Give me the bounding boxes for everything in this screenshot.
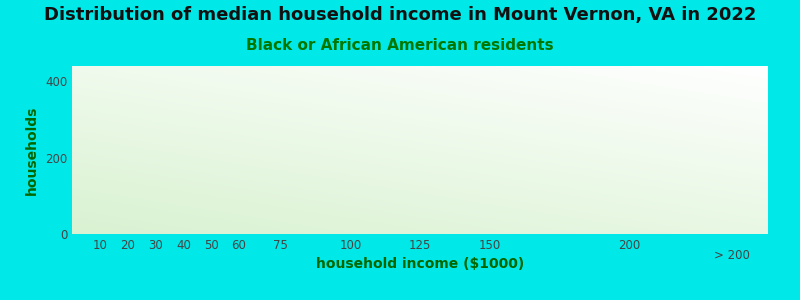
Bar <box>211 232 238 234</box>
Bar <box>156 164 183 234</box>
Bar <box>421 209 489 234</box>
Bar <box>72 230 99 234</box>
Text: Black or African American residents: Black or African American residents <box>246 38 554 52</box>
Bar <box>699 123 767 234</box>
Bar <box>282 215 350 234</box>
X-axis label: household income ($1000): household income ($1000) <box>316 257 524 272</box>
Text: Distribution of median household income in Mount Vernon, VA in 2022: Distribution of median household income … <box>44 6 756 24</box>
Bar <box>492 188 696 234</box>
Bar <box>128 232 155 234</box>
Bar <box>184 224 211 234</box>
Text: > 200: > 200 <box>714 248 750 262</box>
Bar <box>239 213 280 234</box>
Bar <box>100 219 127 234</box>
Text: City-Data.com: City-Data.com <box>615 71 694 81</box>
Bar <box>351 198 419 234</box>
Y-axis label: households: households <box>26 105 39 195</box>
